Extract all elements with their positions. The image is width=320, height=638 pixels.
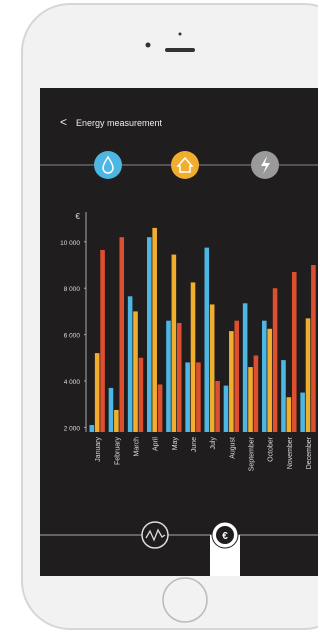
bar xyxy=(229,331,234,432)
y-tick-label: 6 000 xyxy=(64,333,81,340)
y-axis-label: € xyxy=(76,212,81,221)
x-tick-label: December xyxy=(306,436,313,469)
water-tab[interactable] xyxy=(94,151,122,179)
phone-screenshot: < Energy measurement € 2 000 4 000 6 000 8 … xyxy=(0,0,318,633)
back-button[interactable]: < xyxy=(60,115,67,129)
bar xyxy=(273,288,278,432)
bar xyxy=(109,388,114,432)
bar xyxy=(133,311,138,432)
x-tick-label: February xyxy=(114,437,121,466)
bar xyxy=(210,304,215,432)
x-tick-label: January xyxy=(95,437,102,462)
bar xyxy=(166,321,171,432)
x-tick-label: June xyxy=(191,437,198,452)
bar xyxy=(311,265,316,432)
y-tick-label: 2 000 xyxy=(64,425,81,432)
electricity-tab[interactable] xyxy=(251,151,279,179)
bar xyxy=(243,303,248,432)
bar xyxy=(248,367,253,432)
svg-text:€: € xyxy=(222,531,228,542)
bar xyxy=(287,397,292,432)
x-tick-label: November xyxy=(287,436,294,469)
bar xyxy=(292,272,297,432)
x-tick-label: May xyxy=(172,437,179,451)
bar xyxy=(147,237,152,432)
y-tick-label: 8 000 xyxy=(64,286,81,293)
bar xyxy=(306,318,311,432)
home-button[interactable] xyxy=(163,578,207,622)
bar xyxy=(119,237,124,432)
sensor xyxy=(179,33,182,36)
gas-tab[interactable] xyxy=(171,151,199,179)
bar xyxy=(172,255,177,432)
x-tick-label: April xyxy=(153,437,160,451)
camera xyxy=(146,43,151,48)
y-tick-label: 10 000 xyxy=(60,240,80,247)
bar xyxy=(90,425,95,432)
x-tick-label: August xyxy=(229,437,236,459)
x-tick-label: October xyxy=(268,436,275,462)
bar xyxy=(262,321,267,432)
x-tick-label: September xyxy=(248,436,255,471)
bar xyxy=(281,360,286,432)
screen-title: Energy measurement xyxy=(76,118,163,128)
bar xyxy=(95,353,100,432)
bar xyxy=(215,381,220,432)
bar xyxy=(114,410,119,432)
x-tick-label: July xyxy=(210,437,217,450)
bar xyxy=(191,282,196,432)
bar xyxy=(177,323,182,432)
bar xyxy=(158,384,163,432)
x-tick-label: March xyxy=(133,437,140,457)
y-tick-label: 4 000 xyxy=(64,379,81,386)
bar xyxy=(139,358,144,432)
bar xyxy=(254,355,259,432)
bar xyxy=(152,228,157,432)
speaker xyxy=(165,48,195,52)
bar xyxy=(300,393,305,432)
bar xyxy=(234,321,239,432)
cost-tab[interactable]: € xyxy=(212,522,238,548)
bar xyxy=(196,362,201,432)
bar xyxy=(128,296,133,432)
curve-tab[interactable] xyxy=(142,522,168,548)
bar xyxy=(205,248,210,432)
bar xyxy=(185,362,190,432)
bar xyxy=(267,329,272,432)
bar xyxy=(100,250,105,432)
bar xyxy=(224,386,229,432)
